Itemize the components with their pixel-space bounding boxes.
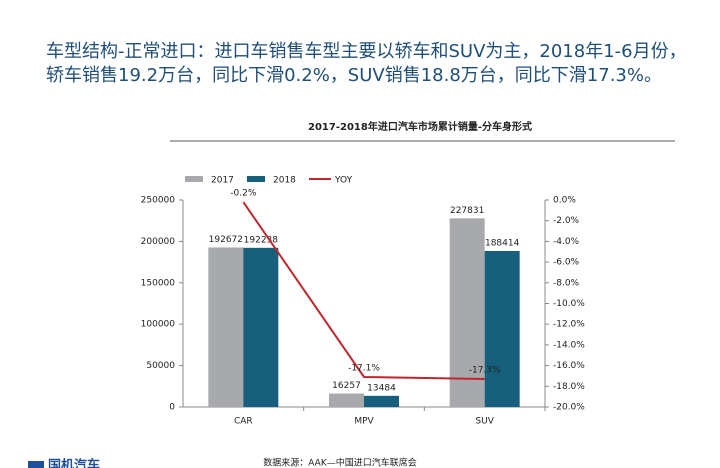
- y2-tick-label: -12.0%: [553, 320, 585, 330]
- x-tick-label: SUV: [475, 417, 494, 427]
- y-tick-label: 50000: [146, 361, 175, 371]
- y2-tick-label: -18.0%: [553, 382, 585, 392]
- y2-tick-label: -4.0%: [553, 237, 580, 247]
- y2-tick-label: 0.0%: [553, 196, 576, 206]
- y2-tick-label: -10.0%: [553, 299, 585, 309]
- y-tick-label: 250000: [141, 196, 176, 206]
- yoy-line: [242, 201, 485, 381]
- data-label: 188414: [485, 238, 520, 248]
- yoy-label: -17.1%: [348, 363, 380, 373]
- data-label: 16257: [332, 381, 361, 391]
- y2-tick-label: -20.0%: [553, 403, 585, 413]
- x-tick-label: MPV: [354, 417, 374, 427]
- bar: [243, 247, 279, 407]
- y2-tick-label: -14.0%: [553, 340, 585, 350]
- data-label: 227831: [450, 206, 484, 216]
- y2-tick-label: -8.0%: [553, 278, 580, 288]
- yoy-label: -17.3%: [469, 366, 501, 376]
- y-tick-label: 0: [169, 403, 175, 413]
- bar: [364, 395, 399, 407]
- y-tick-label: 150000: [141, 278, 176, 288]
- bar: [484, 250, 520, 407]
- data-label: 13484: [367, 383, 396, 393]
- logo-mark: [28, 461, 44, 468]
- data-label: 192238: [244, 235, 279, 245]
- logo: 国机汽车: [48, 458, 100, 468]
- data-label: 192672: [209, 235, 243, 245]
- y2-tick-label: -2.0%: [553, 216, 580, 226]
- legend-swatch: [247, 176, 265, 182]
- bar: [208, 247, 244, 407]
- legend-label: 2017: [211, 176, 234, 186]
- legend-label: 2018: [273, 176, 296, 186]
- legend-label: YOY: [334, 176, 353, 186]
- headline-line: 车型结构-正常进口：进口车销售车型主要以轿车和SUV为主，2018年1-6月份，: [46, 41, 687, 62]
- headline: 车型结构-正常进口：进口车销售车型主要以轿车和SUV为主，2018年1-6月份，…: [46, 40, 687, 88]
- headline-line: 轿车销售19.2万台，同比下滑0.2%，SUV销售18.8万台，同比下滑17.3…: [46, 65, 662, 86]
- legend-swatch: [185, 176, 203, 182]
- y2-tick-label: -6.0%: [553, 258, 580, 268]
- y-tick-label: 100000: [141, 320, 176, 330]
- bar: [449, 218, 485, 407]
- chart-title: 2017-2018年进口汽车市场累计销量-分车身形式: [308, 120, 532, 133]
- yoy-label: -0.2%: [230, 189, 257, 199]
- y2-tick-label: -16.0%: [553, 361, 585, 371]
- bar: [329, 393, 364, 407]
- x-tick-label: CAR: [234, 417, 253, 427]
- y-tick-label: 200000: [141, 237, 176, 247]
- source: 数据来源：AAK—中国进口汽车联席会: [263, 457, 416, 468]
